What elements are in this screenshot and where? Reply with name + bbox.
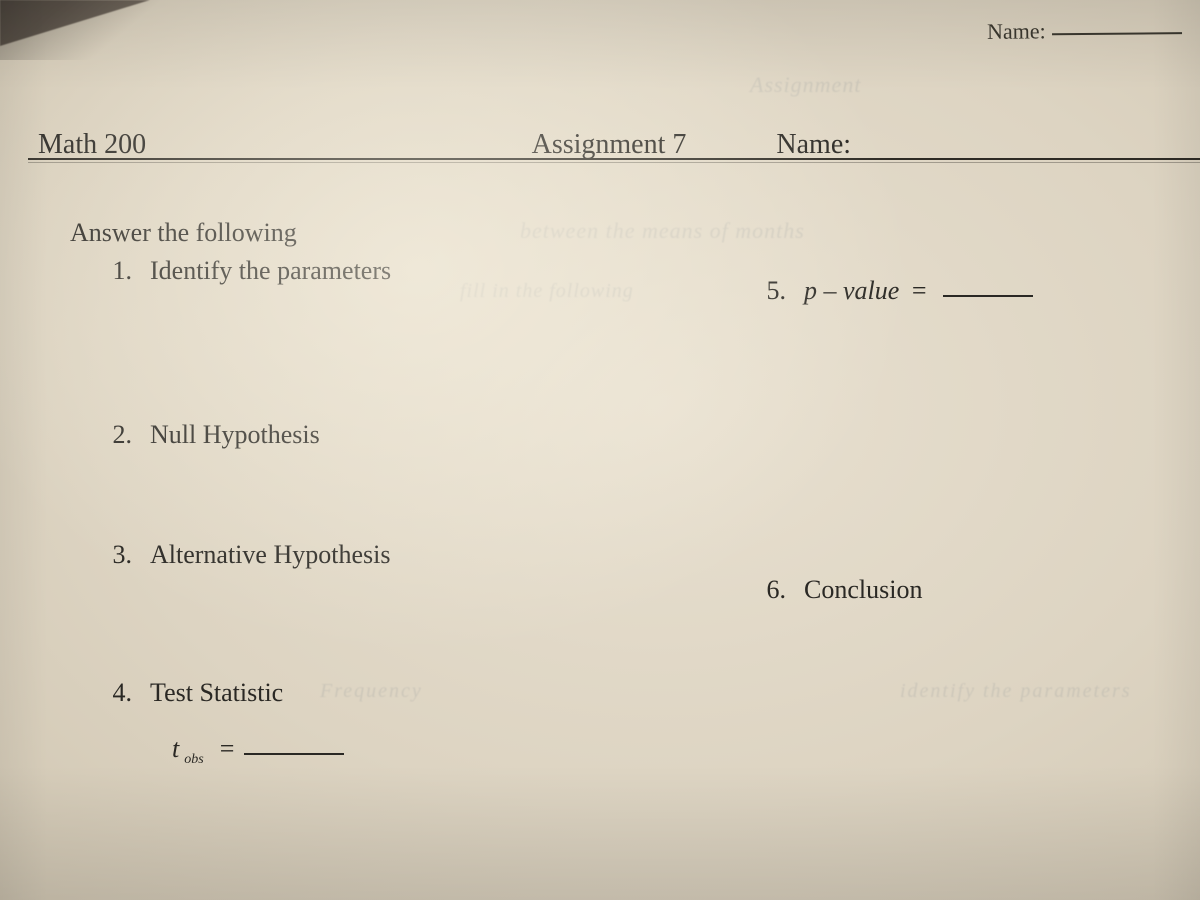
top-name-label: Name: — [987, 18, 1046, 45]
question-1: 1. Identify the parameters — [106, 256, 391, 286]
question-3-number: 3. — [106, 540, 132, 570]
worksheet-header: Math 200 Assignment 7 Name: — [28, 115, 1200, 161]
question-5-text: p – value = — [804, 276, 1033, 306]
ghost-text: between the means of months — [520, 218, 805, 244]
t-subscript: obs — [184, 752, 203, 768]
ghost-text: fill in the following — [460, 280, 634, 303]
t-equals: = — [220, 734, 235, 764]
course-title: Math 200 — [28, 129, 512, 161]
header-underline — [28, 158, 1200, 160]
question-3-text: Alternative Hypothesis — [150, 540, 390, 570]
question-1-text: Identify the parameters — [150, 256, 391, 286]
question-4: 4. Test Statistic — [106, 678, 283, 708]
question-1-number: 1. — [106, 256, 132, 286]
assignment-title: Assignment 7 — [512, 129, 707, 161]
t-blank — [244, 753, 344, 755]
name-field: Name: — [706, 129, 1190, 161]
previous-page-name-field: Name: — [987, 17, 1182, 45]
question-2-number: 2. — [106, 420, 132, 450]
top-name-blank-line — [1052, 32, 1182, 35]
question-5: 5. p – value = — [760, 276, 1033, 306]
t-symbol: t — [172, 734, 179, 764]
question-2: 2. Null Hypothesis — [106, 420, 320, 450]
ghost-text: Frequency — [320, 680, 423, 703]
question-4-text: Test Statistic — [150, 678, 283, 708]
question-5-number: 5. — [760, 276, 786, 306]
question-6-number: 6. — [760, 575, 786, 605]
question-3: 3. Alternative Hypothesis — [106, 540, 390, 570]
ghost-text: Assignment — [750, 72, 861, 98]
p-value-equals: = — [912, 276, 927, 305]
name-label: Name: — [776, 129, 851, 161]
p-value-blank — [943, 295, 1033, 297]
question-2-text: Null Hypothesis — [150, 420, 320, 450]
test-statistic-expression: t obs = — [172, 734, 344, 764]
question-6-text: Conclusion — [804, 575, 922, 605]
header-underline-shadow — [28, 162, 1200, 163]
instructions-prompt: Answer the following — [70, 218, 297, 248]
ghost-text: identify the parameters — [900, 680, 1132, 703]
page-corner-curl — [0, 0, 150, 46]
question-6: 6. Conclusion — [760, 575, 922, 605]
p-value-label: p – value — [804, 276, 899, 305]
question-4-number: 4. — [106, 678, 132, 708]
